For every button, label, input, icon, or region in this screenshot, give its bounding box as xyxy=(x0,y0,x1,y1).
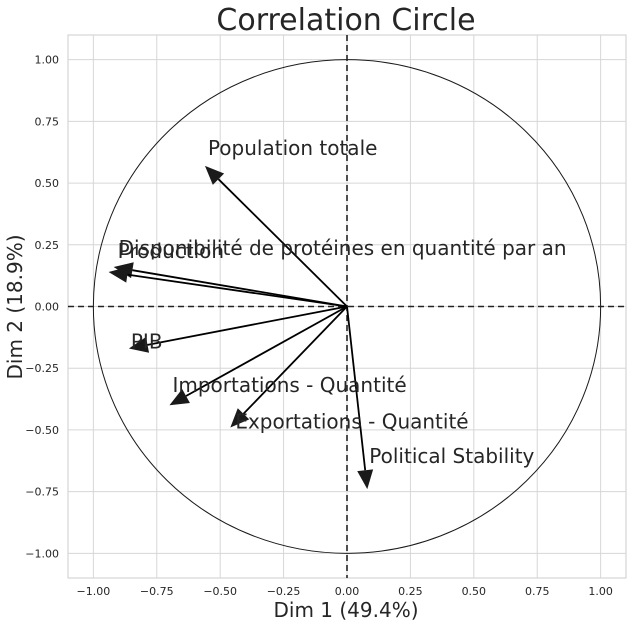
vector-arrow xyxy=(128,305,348,353)
y-tick-label: −0.25 xyxy=(25,362,59,375)
y-tick-labels: −1.00 −0.75 −0.50 −0.25 0.00 0.25 0.50 0.75 1.00 xyxy=(25,54,59,561)
x-tick-label: 0.50 xyxy=(462,585,487,598)
y-tick-label: 0.50 xyxy=(35,177,60,190)
y-tick-label: 0.25 xyxy=(35,239,60,252)
y-tick-label: 0.75 xyxy=(35,115,60,128)
vector-label: Political Stability xyxy=(369,444,534,468)
vector-label: PIB xyxy=(131,329,163,353)
x-tick-label: 0.25 xyxy=(398,585,423,598)
arrow-shaft xyxy=(185,305,348,397)
vector-arrow xyxy=(169,305,348,406)
vector-label: Production xyxy=(118,239,224,263)
vector-arrow xyxy=(204,165,348,308)
chart-title: Correlation Circle xyxy=(216,3,475,38)
vector-arrow xyxy=(108,266,348,308)
x-tick-label: −0.25 xyxy=(267,585,301,598)
y-tick-label: −0.50 xyxy=(25,424,59,437)
y-tick-label: 0.00 xyxy=(35,301,60,314)
arrow-shaft xyxy=(217,178,348,308)
x-axis-label: Dim 1 (49.4%) xyxy=(273,598,418,622)
arrow-shaft xyxy=(242,305,348,415)
y-tick-label: 1.00 xyxy=(35,54,60,67)
vector-arrows xyxy=(108,165,374,490)
vector-label: Importations - Quantité xyxy=(172,373,406,397)
x-tick-label: 1.00 xyxy=(588,585,613,598)
x-tick-label: −0.50 xyxy=(203,585,237,598)
arrow-head xyxy=(128,337,150,353)
vector-label: Population totale xyxy=(208,136,377,160)
arrow-shaft xyxy=(127,273,348,308)
x-tick-label: −0.75 xyxy=(140,585,174,598)
arrow-head xyxy=(357,469,374,490)
arrow-head xyxy=(230,408,250,428)
y-tick-label: −0.75 xyxy=(25,486,59,499)
y-tick-label: −1.00 xyxy=(25,547,59,560)
vector-arrow xyxy=(346,306,374,490)
x-tick-label: 0.00 xyxy=(335,585,360,598)
x-tick-labels: −1.00 −0.75 −0.50 −0.25 0.00 0.25 0.50 0.75 1.00 xyxy=(77,585,613,598)
arrow-head xyxy=(204,165,225,185)
vector-labels: Population totale ProductionDisponibilité… xyxy=(118,136,567,468)
vector-label: Exportations - Quantité xyxy=(235,409,468,433)
vector-arrow xyxy=(230,305,348,428)
x-tick-label: 0.75 xyxy=(525,585,550,598)
arrow-head xyxy=(108,266,129,283)
arrow-head xyxy=(169,389,190,406)
arrow-shaft xyxy=(147,305,348,346)
x-tick-label: −1.00 xyxy=(77,585,111,598)
arrow-shaft xyxy=(346,306,367,471)
y-axis-label: Dim 2 (18.9%) xyxy=(3,234,27,379)
vector-label: Disponibilité de protéines en quantité p… xyxy=(119,236,567,260)
